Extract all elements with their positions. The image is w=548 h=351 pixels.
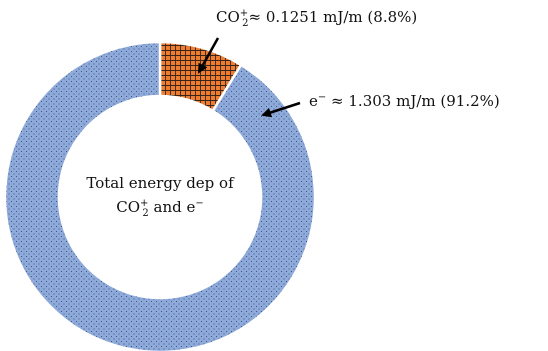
center-label-line2: CO+ 2 and e− (116, 198, 204, 219)
slice-label-co2-sub: 2 (242, 18, 248, 29)
center-label-species: CO (116, 198, 140, 216)
center-label-sub: 2 (142, 208, 148, 219)
center-label-sup: + (140, 198, 148, 209)
slice-label-electron-species: e (309, 92, 318, 110)
slice-label-electron: e− ≈ 1.303 mJ/m (91.2%) (261, 92, 500, 118)
slice-label-co2: CO+ 2≈ 0.1251 mJ/m (8.8%) (197, 8, 417, 74)
slice-label-electron-arrow (261, 101, 301, 118)
slice-label-co2-text: CO+ 2≈ 0.1251 mJ/m (8.8%) (216, 8, 417, 29)
slice-label-co2-species: CO (216, 8, 240, 26)
slice-label-electron-value: ≈ 1.303 mJ/m (91.2%) (326, 92, 499, 110)
donut-slice-electron (3, 40, 317, 351)
slice-group (3, 40, 317, 351)
slice-label-co2-sup: + (240, 8, 248, 19)
center-label-suffix: and e (149, 198, 196, 216)
slice-label-co2-value: ≈ 0.1251 mJ/m (8.8%) (249, 8, 418, 26)
slice-label-electron-sup: − (318, 92, 326, 103)
slice-label-co2-arrow (197, 37, 220, 74)
center-label-suffix-sup: − (195, 198, 203, 209)
center-label-line1: Total energy dep of (86, 174, 235, 192)
slice-label-electron-text: e− ≈ 1.303 mJ/m (91.2%) (309, 92, 500, 110)
center-label: Total energy dep of CO+ 2 and e− (86, 174, 235, 219)
